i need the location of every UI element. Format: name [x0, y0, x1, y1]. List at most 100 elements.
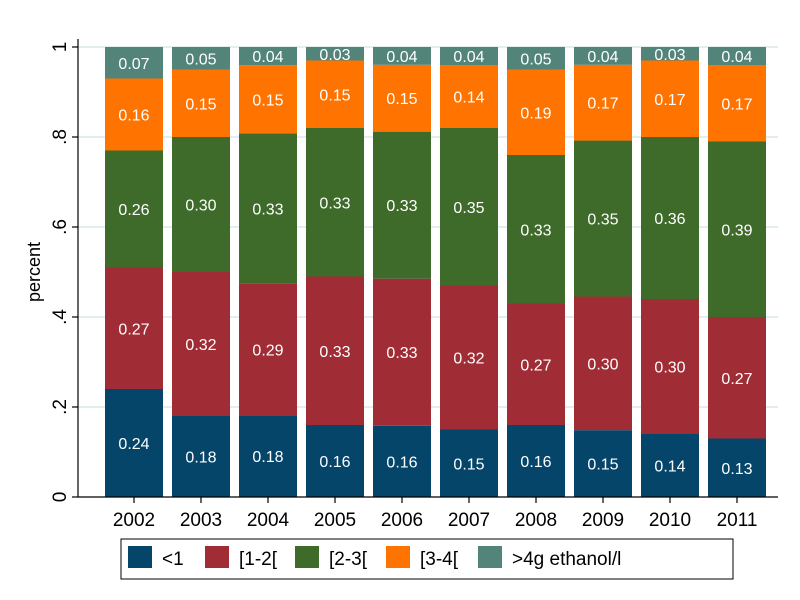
bar-value-label: 0.30	[654, 360, 685, 377]
bar-value-label: 0.27	[520, 357, 551, 374]
bar-value-label: 0.15	[386, 91, 417, 108]
x-tick-label: 2006	[381, 510, 423, 531]
bar-value-label: 0.15	[252, 92, 283, 109]
bar-segment	[708, 47, 766, 65]
bar-segment	[306, 128, 364, 277]
bar-segment	[239, 133, 297, 284]
bar-value-label: 0.29	[252, 342, 283, 359]
bar-value-label: 0.03	[654, 47, 685, 64]
bar-value-label: 0.26	[118, 202, 149, 219]
bar-segment	[239, 47, 297, 66]
y-axis-title: percent	[24, 242, 44, 302]
x-tick-label: 2003	[180, 510, 222, 531]
y-axis-ticks: 0 .2 .4 .6 .8 1	[50, 42, 78, 502]
y-tick-label: .2	[50, 399, 71, 415]
bar-value-label: 0.17	[587, 96, 618, 113]
bar-value-label: 0.04	[721, 49, 752, 66]
bar-segment	[306, 425, 364, 497]
bar-value-label: 0.15	[319, 87, 350, 104]
bar-segment	[440, 429, 498, 497]
bar-segment	[641, 299, 699, 434]
bar-value-label: 0.39	[721, 222, 752, 239]
bar-value-label: 0.13	[721, 461, 752, 478]
bar-value-label: 0.05	[185, 51, 216, 68]
bar-segment	[105, 150, 163, 268]
bar-segment	[507, 425, 565, 497]
legend-swatch	[295, 546, 319, 568]
bar-segment	[172, 416, 230, 497]
bars	[105, 47, 766, 497]
legend-label: [2-3[	[329, 549, 368, 570]
bar-segment	[507, 155, 565, 304]
bar-segment	[105, 78, 163, 151]
bar-segment	[708, 317, 766, 439]
bar-value-label: 0.33	[252, 201, 283, 218]
bar-segment	[708, 438, 766, 497]
bar-value-label: 0.33	[386, 345, 417, 362]
bar-segment	[105, 47, 163, 79]
bar-segment	[373, 425, 431, 497]
bar-value-label: 0.33	[319, 344, 350, 361]
bar-segment	[172, 47, 230, 70]
bar-value-label: 0.33	[386, 198, 417, 215]
legend-label: [1-2[	[239, 549, 278, 570]
bar-segment	[105, 389, 163, 497]
bar-segment	[306, 47, 364, 61]
bar-segment	[440, 285, 498, 430]
legend-label: >4g ethanol/l	[512, 549, 621, 570]
bar-segment	[507, 303, 565, 425]
bar-value-label: 0.33	[520, 222, 551, 239]
x-tick-label: 2010	[649, 510, 691, 531]
bar-segment	[172, 272, 230, 416]
bar-value-label: 0.36	[654, 211, 685, 228]
bar-value-label: 0.32	[453, 351, 484, 368]
legend-swatch	[128, 546, 152, 568]
bar-value-label: 0.18	[252, 449, 283, 466]
bar-value-label: 0.16	[386, 454, 417, 471]
x-tick-label: 2004	[247, 510, 290, 531]
bar-segment	[440, 65, 498, 128]
bar-segment	[507, 69, 565, 155]
bar-segment	[373, 64, 431, 132]
bar-segment	[105, 267, 163, 389]
bar-value-label: 0.18	[185, 450, 216, 467]
bar-value-label: 0.15	[453, 456, 484, 473]
bar-value-label: 0.16	[118, 108, 149, 125]
bar-value-label: 0.35	[587, 212, 618, 229]
legend-label: <1	[162, 549, 184, 570]
bar-segment	[172, 69, 230, 137]
bar-segment	[239, 415, 297, 497]
bar-segment	[172, 137, 230, 272]
bar-segment	[574, 296, 632, 431]
bar-segment	[641, 60, 699, 137]
legend-label: [3-4[	[420, 549, 459, 570]
bar-segment	[574, 140, 632, 297]
legend-swatch	[205, 546, 229, 568]
bar-segment	[440, 128, 498, 286]
bar-segment	[708, 141, 766, 317]
bar-value-label: 0.16	[520, 454, 551, 471]
bar-value-label: 0.19	[520, 105, 551, 122]
bar-value-label: 0.27	[721, 371, 752, 388]
bar-segment	[708, 65, 766, 142]
bar-value-label: 0.32	[185, 337, 216, 354]
bar-value-labels: 0.24 0.27 0.26 0.16 0.07 0.18 0.32 0.30 0.15 0.05…	[118, 47, 752, 478]
bar-value-label: 0.15	[587, 457, 618, 474]
x-tick-label: 2007	[448, 510, 490, 531]
bar-segment	[641, 47, 699, 61]
bar-segment	[373, 47, 431, 65]
x-tick-label: 2008	[515, 510, 557, 531]
bar-value-label: 0.04	[386, 49, 417, 66]
y-tick-label: 1	[50, 42, 71, 53]
bar-segment	[574, 430, 632, 497]
bar-value-label: 0.14	[453, 90, 484, 107]
bar-segment	[641, 137, 699, 299]
y-tick-label: .4	[50, 309, 71, 325]
bar-segment	[574, 47, 632, 65]
bar-value-label: 0.16	[319, 454, 350, 471]
y-tick-label: .8	[50, 129, 71, 145]
x-tick-label: 2011	[717, 510, 758, 531]
bar-segment	[373, 278, 431, 426]
bar-value-label: 0.05	[520, 51, 551, 68]
